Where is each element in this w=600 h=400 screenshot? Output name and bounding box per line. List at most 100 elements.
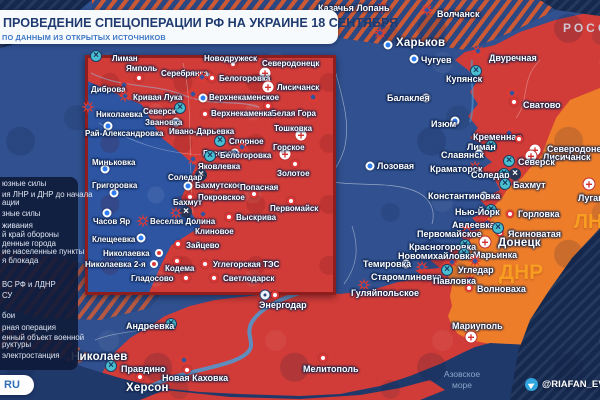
paper-plane-icon bbox=[527, 380, 537, 389]
city-label: Херсон bbox=[126, 382, 169, 394]
fighting-x-icon bbox=[503, 155, 515, 167]
city-label: Мелитополь bbox=[303, 364, 359, 374]
city-label: Краматорск bbox=[430, 164, 483, 174]
city-label: Авдеевка bbox=[452, 220, 495, 230]
city-label: Мариуполь bbox=[452, 321, 503, 331]
fighting-x-icon bbox=[459, 239, 471, 251]
city-label: Северодонецк bbox=[547, 144, 600, 154]
city-label: Энергодар bbox=[259, 300, 307, 310]
region-label: РОССИЯ bbox=[563, 21, 600, 35]
watermark-site-text: RU bbox=[4, 379, 20, 391]
city-label: Лиман bbox=[467, 142, 496, 152]
inset-road bbox=[182, 62, 194, 214]
battle-icon bbox=[463, 273, 477, 287]
oblast-border bbox=[343, 225, 357, 285]
city-dot-icon bbox=[383, 40, 393, 50]
region-label: ЛНР bbox=[574, 211, 600, 233]
legend-panel bbox=[0, 177, 78, 370]
city-label: Купянск bbox=[446, 74, 483, 84]
liberated-town-icon bbox=[510, 98, 518, 106]
battle-icon bbox=[420, 3, 434, 17]
city-label: Темировка bbox=[363, 259, 412, 269]
oblast-border bbox=[515, 59, 541, 119]
fighting-x-icon bbox=[470, 65, 482, 77]
city-dot-icon bbox=[401, 259, 411, 269]
city-label: Лисичанск bbox=[543, 152, 591, 162]
city-dot-icon bbox=[474, 149, 484, 159]
battle-icon bbox=[468, 254, 482, 268]
fighting-x-icon bbox=[105, 360, 117, 372]
title-card: ПРОВЕДЕНИЕ СПЕЦОПЕРАЦИИ РФ НА УКРАИНЕ 18… bbox=[0, 10, 398, 44]
fighting-x-icon bbox=[458, 248, 470, 260]
city-label: Соледар bbox=[471, 170, 510, 180]
telegram-handle: @RIAFAN_EVE bbox=[542, 379, 600, 390]
red-cross-city-icon bbox=[478, 235, 492, 249]
city-label: Харьков bbox=[396, 37, 446, 49]
city-label: Кременная bbox=[473, 132, 522, 142]
city-dot-icon bbox=[421, 93, 431, 103]
fighting-x-icon bbox=[492, 222, 504, 234]
map-subtitle: ПО ДАННЫМ ИЗ ОТКРЫТЫХ ИСТОЧНИКОВ bbox=[2, 33, 166, 42]
city-dot-icon bbox=[365, 161, 375, 171]
region-label: Азовское море bbox=[443, 369, 481, 390]
battle-icon bbox=[505, 86, 519, 100]
battle-icon bbox=[357, 278, 371, 292]
liberated-town-icon bbox=[515, 135, 523, 143]
city-label: Донецк bbox=[498, 237, 541, 249]
battle-icon bbox=[415, 260, 429, 274]
liberated-town-icon bbox=[496, 229, 504, 237]
fighting-x-icon bbox=[499, 178, 511, 190]
city-dot-icon bbox=[450, 116, 460, 126]
city-label: Лозовая bbox=[377, 161, 415, 171]
red-cross-city-icon bbox=[464, 330, 478, 344]
battle-icon bbox=[460, 224, 474, 238]
city-label: Новая Каховка bbox=[162, 373, 229, 383]
liberated-town-icon bbox=[421, 274, 429, 282]
inset-road bbox=[98, 122, 204, 156]
liberated-town-icon bbox=[506, 210, 514, 218]
battle-icon bbox=[502, 126, 516, 140]
battle-icon bbox=[177, 353, 191, 367]
watermark-site-pill: RU bbox=[0, 375, 34, 395]
liberated-town-icon bbox=[183, 366, 191, 374]
battle-icon bbox=[468, 160, 482, 174]
city-label: Нью-Йорк bbox=[455, 207, 500, 217]
city-label: Северск bbox=[518, 157, 555, 167]
liberated-town-icon bbox=[136, 373, 144, 381]
liberated-town-icon bbox=[465, 284, 473, 292]
red-cross-city-icon bbox=[528, 143, 542, 157]
battle-icon bbox=[445, 255, 459, 269]
city-label: Волноваха bbox=[477, 284, 526, 294]
city-label: Бахмут bbox=[513, 180, 546, 190]
city-label: Гуляйпольское bbox=[351, 288, 420, 298]
city-label: Сватово bbox=[523, 100, 561, 110]
city-label: Правдино bbox=[121, 364, 166, 374]
fighting-x-icon bbox=[485, 204, 497, 216]
inset-decor-lines bbox=[90, 62, 260, 214]
city-label: Старомлиновка bbox=[371, 272, 442, 282]
city-label: Волчанск bbox=[437, 9, 480, 19]
city-label: Марьинка bbox=[473, 250, 518, 260]
city-label: Двуречная bbox=[489, 53, 537, 63]
watermark-telegram: @RIAFAN_EVE bbox=[525, 378, 600, 391]
city-label: Андреевка bbox=[126, 321, 175, 331]
oblast-border bbox=[331, 181, 434, 225]
battle-icon bbox=[471, 44, 485, 58]
fighting-x-icon bbox=[165, 318, 177, 330]
dnieper-river bbox=[140, 286, 320, 394]
city-dot-icon bbox=[479, 191, 489, 201]
fighting-x-icon bbox=[498, 168, 510, 180]
city-label: Угледар bbox=[458, 265, 494, 275]
city-label: Славянск bbox=[441, 150, 484, 160]
city-label: Ясиноватая bbox=[508, 229, 562, 239]
donets-river bbox=[90, 72, 260, 108]
liberated-town-icon bbox=[319, 354, 327, 362]
city-label: Николаев bbox=[71, 351, 128, 363]
battle-icon bbox=[375, 1, 389, 15]
inset-map-bakhmut-area bbox=[85, 55, 336, 295]
city-label: Константиновка bbox=[428, 191, 501, 201]
map-title: ПРОВЕДЕНИЕ СПЕЦОПЕРАЦИИ РФ НА УКРАИНЕ 18… bbox=[3, 16, 399, 30]
battle-icon bbox=[480, 216, 494, 230]
city-dot-icon bbox=[409, 54, 419, 64]
